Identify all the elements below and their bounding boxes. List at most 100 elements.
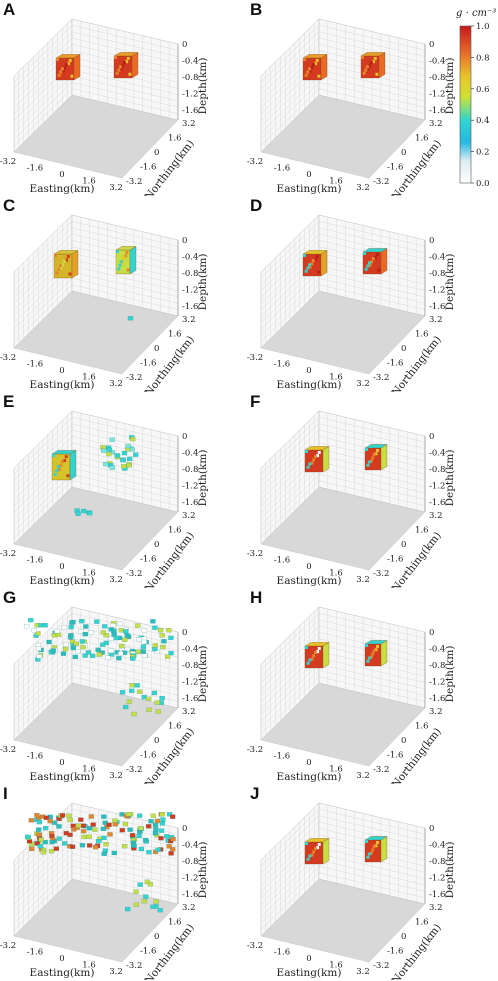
colorbar-tick-label: 0.4 — [476, 116, 490, 126]
northing-tick-label: 3.2 — [429, 707, 443, 717]
density-bodies — [304, 836, 388, 865]
depth-tick-label: -0.8 — [429, 857, 445, 867]
panel-a: A 0 -0.4 -0.8 -1.2 -1.6 Depth(km) -3.2 -1.6 0 1.6 3… — [0, 0, 245, 196]
body-left — [51, 450, 77, 481]
northing-tick-label: -3.2 — [126, 177, 142, 187]
northing-tick-label: -1.6 — [140, 163, 156, 173]
colorbar-tick-label: 0.2 — [476, 148, 490, 158]
depth-axis-label: Depth(km) — [197, 646, 209, 703]
depth-tick-label: -1.6 — [429, 106, 445, 116]
colorbar-tick-label: 0.0 — [476, 179, 490, 189]
panel-label: F — [250, 392, 261, 411]
northing-tick-label: 3.2 — [182, 903, 196, 913]
northing-tick-label: 0 — [154, 344, 159, 354]
panel-3d-plot: 0-0.4-0.8-1.2-1.6Depth(km)-3.2-1.601.63.… — [0, 18, 209, 196]
easting-tick-label: 0 — [59, 954, 64, 964]
northing-tick-label: 3.2 — [182, 707, 196, 717]
easting-tick-label: -3.2 — [0, 157, 16, 167]
depth-tick-label: -1.6 — [429, 302, 445, 312]
depth-axis-label: Depth(km) — [197, 58, 209, 115]
easting-tick-label: -1.6 — [274, 752, 290, 762]
density-bodies — [304, 444, 388, 473]
northing-tick-label: 3.2 — [182, 511, 196, 521]
northing-tick-label: 3.2 — [182, 119, 196, 129]
easting-tick-label: 0 — [306, 758, 311, 768]
northing-tick-label: 1.6 — [415, 134, 429, 144]
easting-axis-label: Easting(km) — [277, 771, 342, 783]
easting-tick-label: 3.2 — [109, 183, 123, 193]
panel-3d-plot: 0-0.4-0.8-1.2-1.6Depth(km)-3.2-1.601.63.… — [0, 214, 209, 392]
easting-tick-label: 0 — [306, 954, 311, 964]
depth-tick-label: -0.4 — [182, 449, 198, 459]
colorbar-tick-label: 0.6 — [476, 85, 490, 95]
easting-tick-label: -1.6 — [27, 752, 43, 762]
easting-tick-label: -3.2 — [247, 745, 263, 755]
northing-tick-label: 0 — [401, 736, 406, 746]
depth-axis-label: Depth(km) — [197, 842, 209, 899]
body-right — [113, 52, 139, 79]
body-left — [304, 838, 330, 865]
panel-label: H — [250, 588, 263, 607]
depth-tick-label: -0.4 — [429, 841, 445, 851]
depth-tick-label: 0 — [182, 628, 187, 638]
depth-axis-label: Depth(km) — [444, 58, 456, 115]
northing-tick-label: -1.6 — [387, 947, 403, 957]
depth-tick-label: 0 — [182, 432, 187, 442]
easting-tick-label: 3.2 — [356, 183, 370, 193]
easting-axis-label: Easting(km) — [30, 771, 95, 783]
easting-axis-label: Easting(km) — [30, 575, 95, 587]
easting-tick-label: 1.6 — [329, 569, 343, 579]
easting-tick-label: -3.2 — [0, 549, 16, 559]
deep-fragments — [125, 879, 163, 913]
density-bodies — [302, 52, 386, 81]
easting-tick-label: -1.6 — [274, 556, 290, 566]
depth-axis-label: Depth(km) — [197, 450, 209, 507]
depth-tick-label: -0.4 — [429, 645, 445, 655]
depth-tick-label: -0.8 — [182, 73, 198, 83]
body-right — [364, 836, 388, 863]
northing-tick-label: -3.2 — [373, 373, 389, 383]
panel-f: F 0 -0.4 -0.8 -1.2 -1.6 Depth(km) -3.2 -1.6 0 1.6 3… — [247, 392, 492, 588]
colorbar-tick-label: 0.8 — [476, 53, 490, 63]
easting-tick-label: 3.2 — [109, 967, 123, 977]
depth-tick-label: -1.2 — [182, 678, 198, 688]
depth-tick-label: -0.8 — [429, 661, 445, 671]
floor-fragments — [74, 508, 93, 516]
shallow-layer — [25, 811, 176, 856]
density-bodies — [23, 618, 174, 717]
easting-tick-label: 0 — [306, 170, 311, 180]
body-left — [302, 54, 328, 81]
depth-tick-label: -1.2 — [182, 90, 198, 100]
depth-tick-label: -0.8 — [182, 465, 198, 475]
easting-tick-label: -3.2 — [0, 353, 16, 363]
northing-tick-label: 3.2 — [182, 315, 196, 325]
easting-tick-label: 1.6 — [82, 373, 96, 383]
northing-tick-label: 1.6 — [415, 526, 429, 536]
northing-tick-label: -1.6 — [140, 947, 156, 957]
body-right — [360, 52, 386, 79]
depth-tick-label: 0 — [429, 40, 434, 50]
depth-tick-label: -1.6 — [182, 106, 198, 116]
northing-tick-label: 3.2 — [429, 119, 443, 129]
body-right — [115, 246, 137, 275]
body-left — [302, 250, 328, 277]
northing-tick-label: 1.6 — [168, 330, 182, 340]
depth-axis-label: Depth(km) — [444, 450, 456, 507]
northing-tick-label: -1.6 — [387, 359, 403, 369]
floor-fragment — [127, 316, 134, 321]
depth-tick-label: -0.4 — [182, 645, 198, 655]
deep-fragments — [119, 683, 165, 717]
panel-3d-plot: 0-0.4-0.8-1.2-1.6Depth(km)-3.2-1.601.63.… — [0, 410, 209, 588]
density-bodies — [55, 52, 139, 81]
northing-tick-label: -3.2 — [373, 961, 389, 971]
depth-axis-label: Depth(km) — [197, 254, 209, 311]
colorbar: 1.0 0.8 0.6 0.4 0.2 0.0 — [458, 14, 498, 194]
panel-e: E 0 -0.4 -0.8 -1.2 -1.6 Depth(km) -3.2 -1.6 0 1.6 3… — [0, 392, 245, 588]
colorbar-title: g · cm⁻³ — [456, 8, 497, 19]
northing-tick-label: -1.6 — [140, 555, 156, 565]
depth-axis-label: Depth(km) — [444, 842, 456, 899]
depth-tick-label: 0 — [182, 236, 187, 246]
density-bodies — [304, 640, 388, 669]
easting-tick-label: 1.6 — [82, 177, 96, 187]
panel-g: G 0 -0.4 -0.8 -1.2 -1.6 Depth(km) -3.2 -1.6 0 1.6 3… — [0, 588, 245, 784]
